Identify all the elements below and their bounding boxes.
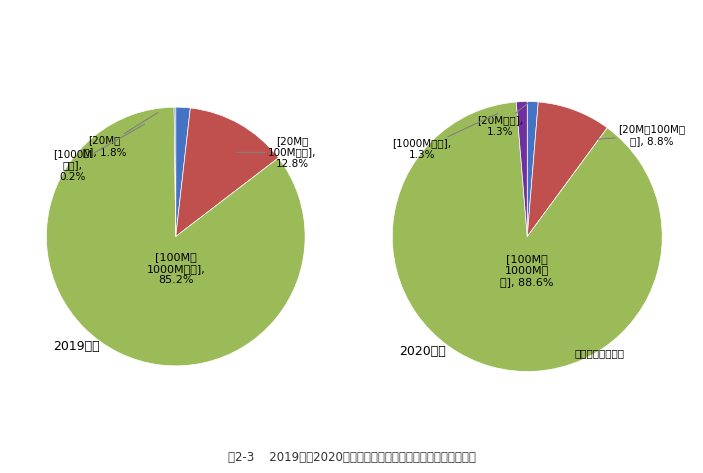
Wedge shape <box>392 102 662 371</box>
Wedge shape <box>46 107 305 366</box>
Wedge shape <box>176 108 278 236</box>
Wedge shape <box>527 102 538 236</box>
Text: [20M和
100M之间],
12.8%: [20M和 100M之间], 12.8% <box>237 136 316 169</box>
Text: [20M以
下], 1.8%: [20M以 下], 1.8% <box>83 113 158 157</box>
Text: 2019年末: 2019年末 <box>53 340 100 353</box>
Text: 注：分组下限在内: 注：分组下限在内 <box>574 348 624 358</box>
Wedge shape <box>516 102 527 236</box>
Wedge shape <box>176 107 191 237</box>
Text: [1000M
以上],
0.2%: [1000M 以上], 0.2% <box>53 124 145 182</box>
Text: 图2-3    2019年和2020年固定互联网宽带各接入速率用户占比情况: 图2-3 2019年和2020年固定互联网宽带各接入速率用户占比情况 <box>228 451 475 464</box>
Text: [100M和
1000M之
间], 88.6%: [100M和 1000M之 间], 88.6% <box>501 254 554 287</box>
Text: 2020年末: 2020年末 <box>399 345 446 358</box>
Wedge shape <box>527 102 607 236</box>
Text: [100M和
1000M之间],
85.2%: [100M和 1000M之间], 85.2% <box>146 252 205 285</box>
Text: [1000M以上],
1.3%: [1000M以上], 1.3% <box>392 114 498 159</box>
Text: [20M以下],
1.3%: [20M以下], 1.3% <box>477 103 528 137</box>
Text: [20M和100M之
间], 8.8%: [20M和100M之 间], 8.8% <box>598 124 685 146</box>
Wedge shape <box>174 107 176 237</box>
